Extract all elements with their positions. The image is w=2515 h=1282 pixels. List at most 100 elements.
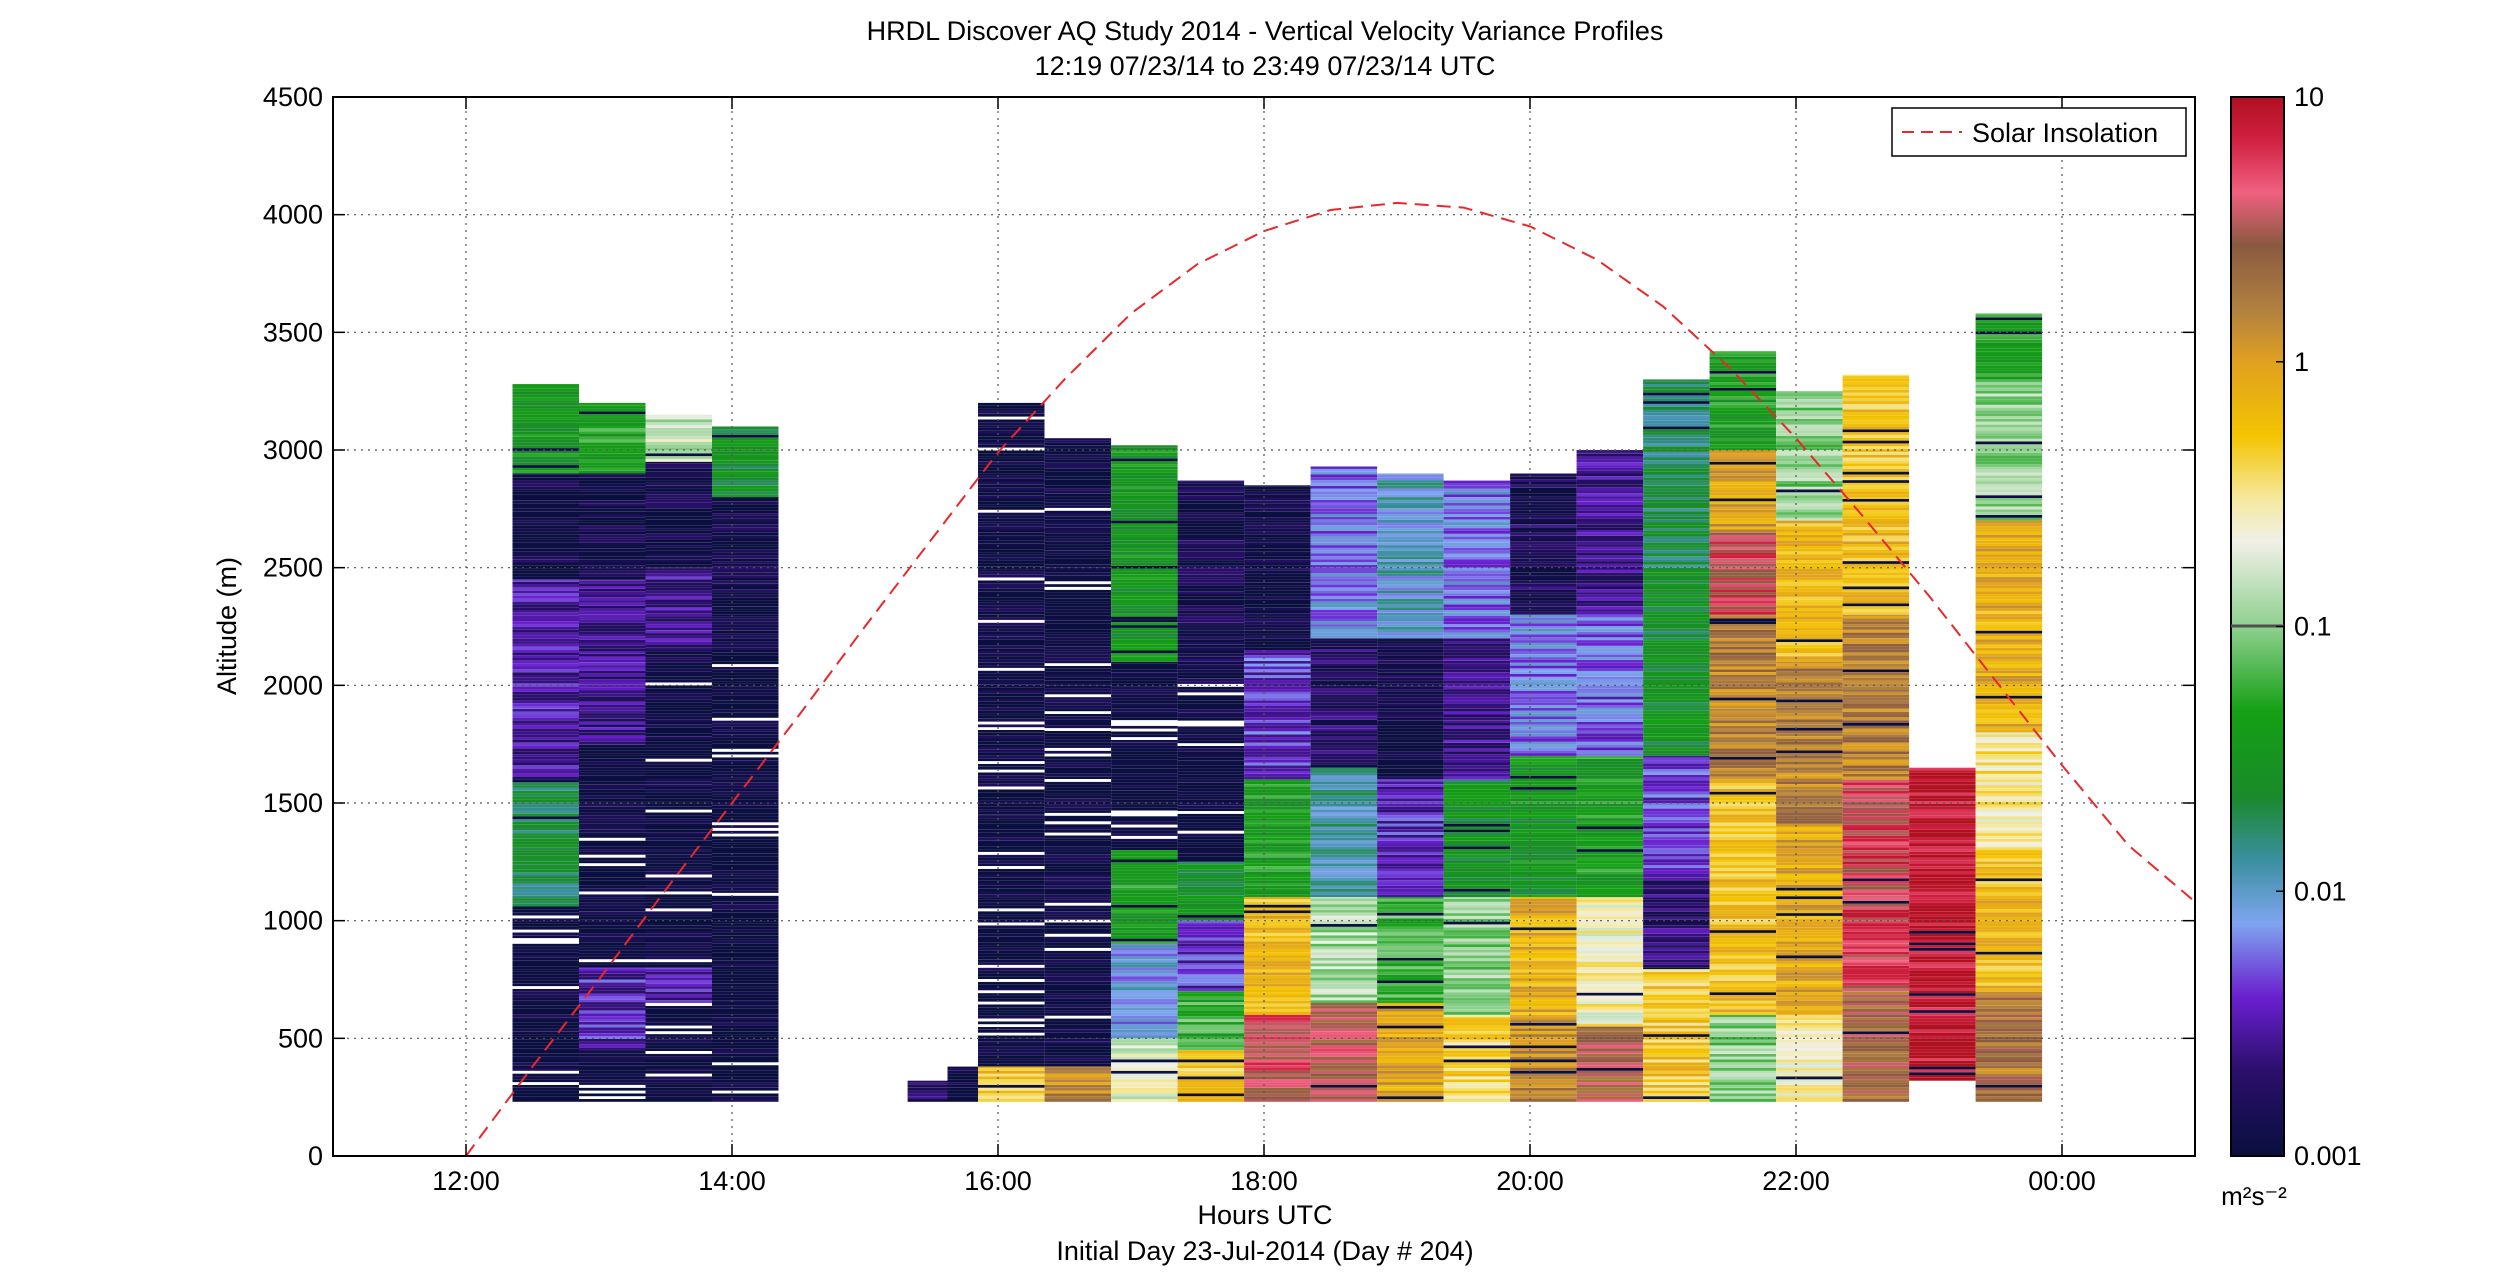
- profile-cell: [1244, 910, 1311, 914]
- profile-cell: [579, 894, 646, 898]
- profile-cell: [579, 758, 646, 762]
- profile-cell: [1044, 578, 1112, 582]
- profile-cell: [1044, 846, 1112, 850]
- profile-cell: [1111, 622, 1178, 626]
- profile-cell: [1643, 580, 1710, 584]
- profile-cell: [1709, 421, 1777, 425]
- profile-cell: [1709, 627, 1777, 630]
- profile-cell: [1842, 1051, 1910, 1054]
- profile-cell: [579, 473, 646, 475]
- profile-cell: [712, 624, 779, 628]
- profile-cell: [1842, 480, 1910, 483]
- profile-cell: [1643, 894, 1710, 898]
- profile-cell: [1643, 766, 1710, 770]
- profile-cell: [1111, 563, 1178, 566]
- profile-cell: [978, 704, 1045, 708]
- profile-cell: [712, 606, 779, 610]
- profile-cell: [1643, 994, 1710, 998]
- profile-cell: [1310, 1031, 1378, 1035]
- profile-cell: [512, 850, 579, 853]
- profile-cell: [1776, 418, 1843, 422]
- profile-cell: [1842, 723, 1910, 726]
- profile-cell: [1044, 474, 1112, 477]
- colorbar-tick-label: 0.01: [2294, 876, 2347, 906]
- profile-cell: [712, 655, 779, 659]
- profile-cell: [512, 785, 579, 788]
- profile-cell: [1643, 902, 1710, 906]
- profile-cell: [1975, 807, 2043, 811]
- profile-cell: [1177, 683, 1245, 687]
- profile-cell: [1709, 765, 1777, 769]
- profile-cell: [579, 511, 646, 515]
- profile-cell: [1111, 996, 1178, 999]
- profile-cell: [512, 573, 579, 577]
- profile-cell: [712, 1039, 779, 1043]
- profile-cell: [579, 474, 646, 478]
- profile-cell: [1842, 889, 1910, 893]
- profile-cell: [1576, 924, 1644, 928]
- profile-cell: [1842, 491, 1910, 495]
- profile-cell: [1443, 980, 1511, 984]
- profile-cell: [1709, 655, 1777, 658]
- profile-cell: [1310, 660, 1378, 664]
- profile-cell: [1510, 849, 1577, 852]
- profile-cell: [1443, 958, 1511, 962]
- profile-cell: [712, 904, 779, 907]
- profile-cell: [1310, 897, 1378, 899]
- profile-cell: [978, 450, 1045, 454]
- profile-cell: [947, 1076, 979, 1080]
- profile-cell: [1111, 565, 1178, 569]
- profile-cell: [512, 528, 579, 532]
- profile-cell: [1643, 550, 1710, 554]
- profile-cell: [1510, 515, 1577, 519]
- profile-cell: [1177, 889, 1245, 893]
- profile-cell: [579, 1004, 646, 1008]
- profile-cell: [1576, 987, 1644, 990]
- profile-cell: [712, 822, 779, 826]
- profile-cell: [579, 603, 646, 606]
- profile-cell: [1510, 966, 1577, 970]
- profile-cell: [1244, 624, 1311, 628]
- profile-cell: [1111, 916, 1178, 919]
- profile-cell: [712, 737, 779, 741]
- profile-cell: [712, 1003, 779, 1006]
- profile-cell: [1909, 905, 1976, 909]
- profile-cell: [1643, 1065, 1710, 1068]
- profile-cell: [1776, 964, 1843, 967]
- profile-cell: [1909, 981, 1976, 985]
- profile-cell: [1776, 753, 1843, 756]
- profile-cell: [1244, 672, 1311, 675]
- profile-cell: [1909, 846, 1976, 850]
- profile-cell: [1842, 374, 1910, 376]
- profile-cell: [1510, 507, 1577, 511]
- profile-cell: [1443, 615, 1511, 619]
- profile-cell: [1576, 513, 1644, 516]
- profile-cell: [579, 517, 646, 521]
- profile-cell: [1643, 771, 1710, 775]
- profile-cell: [1975, 509, 2043, 513]
- profile-cell: [1310, 573, 1378, 577]
- profile-cell: [1443, 812, 1511, 816]
- profile-cell: [978, 900, 1045, 903]
- profile-cell: [1909, 801, 1976, 804]
- profile-cell: [1709, 1056, 1777, 1060]
- profile-cell: [712, 805, 779, 809]
- profile-cell: [645, 671, 712, 674]
- profile-cell: [1842, 708, 1910, 712]
- profile-cell: [1377, 955, 1444, 958]
- profile-cell: [1975, 568, 2043, 572]
- profile-cell: [1044, 807, 1112, 810]
- profile-cell: [1310, 714, 1378, 717]
- profile-cell: [1111, 731, 1178, 735]
- profile-cell: [1842, 680, 1910, 684]
- profile-cell: [1842, 697, 1910, 701]
- profile-cell: [1443, 748, 1511, 752]
- profile-cell: [1975, 948, 2043, 952]
- profile-cell: [712, 706, 779, 710]
- profile-cell: [1975, 1051, 2043, 1054]
- profile-cell: [512, 754, 579, 757]
- profile-cell: [1044, 1044, 1112, 1047]
- profile-cell: [512, 612, 579, 616]
- profile-cell: [1443, 590, 1511, 594]
- profile-cell: [1377, 545, 1444, 548]
